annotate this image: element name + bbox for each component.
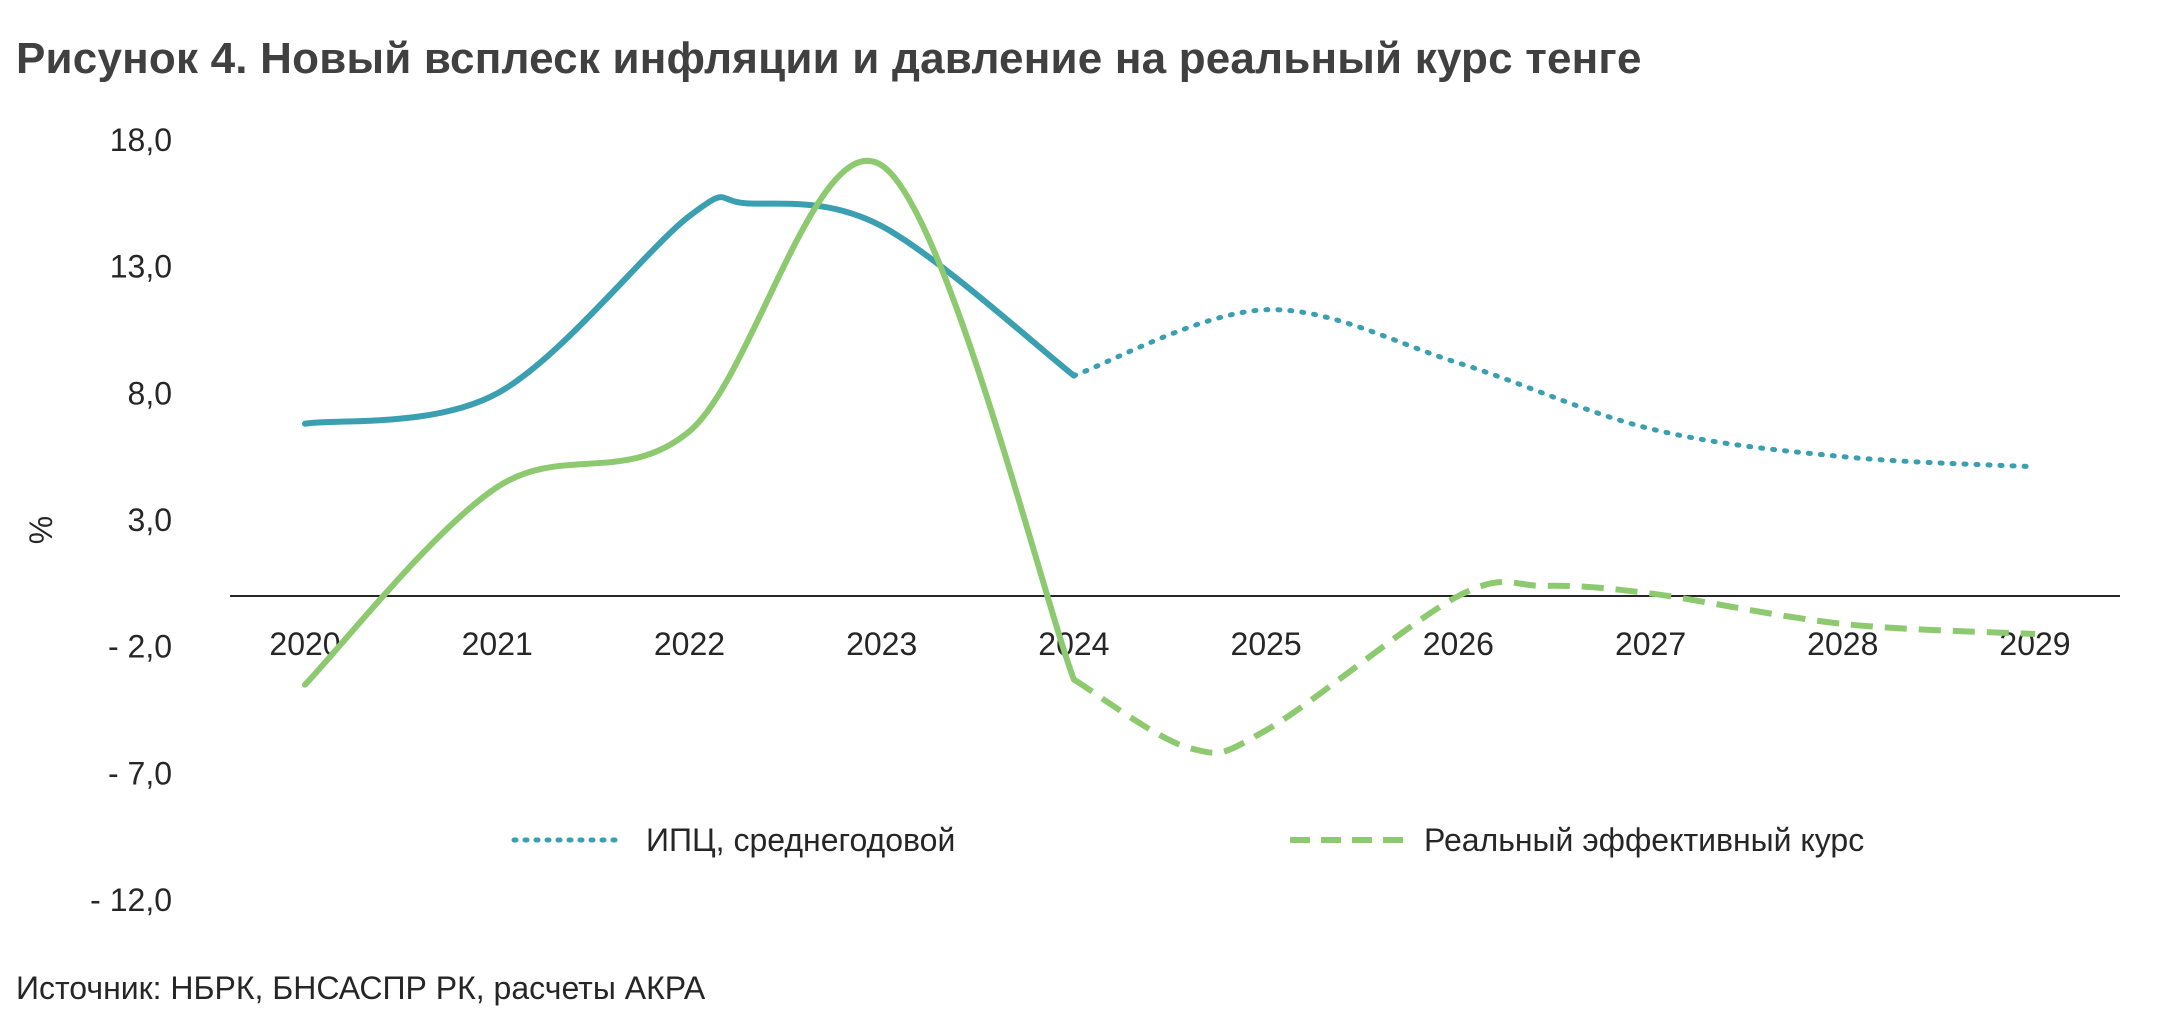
y-axis-label: % [23,516,59,544]
x-tick-label: 2028 [1807,626,1878,662]
series-group [302,158,2038,756]
series-line-reer-actual [302,158,1077,688]
legend: ИПЦ, среднегодовой Реальный эффективный … [511,822,1864,858]
y-tick-label: 13,0 [110,249,172,285]
x-tick-label: 2027 [1615,626,1686,662]
y-tick-label: 8,0 [128,375,172,411]
legend-label-cpi: ИПЦ, среднегодовой [646,822,955,858]
y-tick-label: 3,0 [128,502,172,538]
x-tick-label: 2025 [1231,626,1302,662]
series-line-cpi-actual [302,194,1077,427]
series-line-reer-forecast [1072,579,2036,756]
x-axis: 2020 2021 2022 2023 2024 2025 2026 2027 2028 2029 [269,626,2070,662]
x-tick-label: 2022 [654,626,725,662]
legend-label-reer: Реальный эффективный курс [1424,822,1864,858]
chart-title: Рисунок 4. Новый всплеск инфляции и давл… [16,34,1642,83]
y-axis: 18,0 13,0 8,0 3,0 - 2,0 - 7,0 - 12,0 [90,122,172,918]
x-tick-label: 2023 [846,626,917,662]
x-tick-label: 2024 [1038,626,1109,662]
y-tick-label: - 12,0 [90,882,172,918]
x-tick-label: 2021 [462,626,533,662]
x-tick-label: 2026 [1423,626,1494,662]
y-tick-label: - 7,0 [108,755,172,791]
y-tick-label: - 2,0 [108,629,172,665]
series-line-cpi-forecast [1071,307,2038,470]
y-tick-label: 18,0 [110,122,172,158]
source-note: Источник: НБРК, БНСАСПР РК, расчеты АКРА [16,970,706,1006]
